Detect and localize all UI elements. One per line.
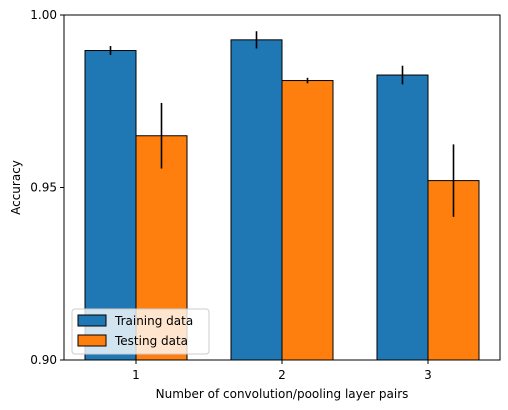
x-tick-label: 3	[424, 368, 432, 382]
bar-training-2	[230, 39, 283, 361]
y-tick-label: 0.95	[30, 181, 57, 195]
x-axis-label: Number of convolution/pooling layer pair…	[156, 387, 409, 401]
bar-training-1	[84, 50, 137, 361]
x-tick-label: 1	[132, 368, 140, 382]
y-axis-ticks: 0.90 0.95 1.00	[30, 8, 64, 367]
x-axis-ticks: 1 2 3	[132, 360, 432, 382]
y-axis-label: Accuracy	[9, 160, 23, 215]
legend-label-training: Training data	[114, 314, 193, 328]
y-tick-label: 1.00	[30, 8, 57, 22]
bar-testing-2	[281, 80, 334, 361]
legend-label-testing: Testing data	[114, 334, 188, 348]
legend: Training data Testing data	[71, 308, 210, 355]
bar-training-3	[376, 74, 429, 361]
y-tick-label: 0.90	[30, 353, 57, 367]
error-bars-layer	[109, 31, 455, 217]
legend-swatch-testing	[77, 334, 107, 347]
legend-swatch-training	[77, 314, 107, 327]
x-tick-label: 2	[278, 368, 286, 382]
